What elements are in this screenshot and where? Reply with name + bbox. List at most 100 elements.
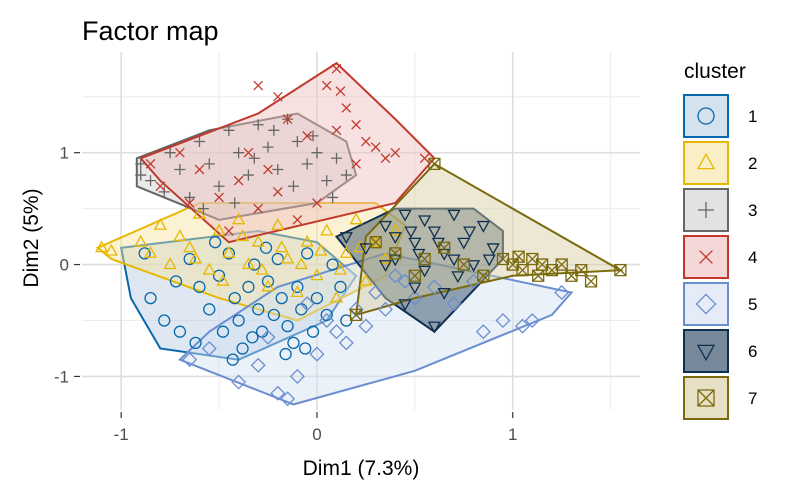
cluster-1-point xyxy=(279,347,292,361)
legend-symbol-6 xyxy=(696,344,716,362)
cluster-5-point xyxy=(475,324,491,340)
cluster-3-point xyxy=(197,203,209,215)
cluster-2-point xyxy=(320,223,334,236)
cluster-1-point xyxy=(334,280,347,294)
cluster-5-point xyxy=(446,296,462,312)
cluster-1-point xyxy=(306,325,320,338)
cluster-2-point xyxy=(359,273,373,286)
cluster-3-point xyxy=(340,169,352,181)
cluster-5-point xyxy=(515,318,531,334)
cluster-2-point xyxy=(192,206,207,219)
cluster-1-point xyxy=(299,342,312,355)
cluster-3-point xyxy=(307,130,319,142)
cluster-3-point xyxy=(291,136,303,147)
cluster-1-point xyxy=(183,252,196,266)
cluster-1-point xyxy=(326,258,339,271)
cluster-2-point xyxy=(94,240,109,253)
cluster-4-point xyxy=(302,131,313,141)
cluster-1-point xyxy=(169,275,183,288)
axes: -1 0 1 -1 0 1 xyxy=(54,144,518,444)
x-tick-label: -1 xyxy=(114,425,129,444)
cluster-5-point xyxy=(250,357,266,373)
cluster-1-point xyxy=(246,331,259,344)
cluster-2-point xyxy=(241,257,256,270)
legend-key-5 xyxy=(683,282,729,326)
cluster-1-point xyxy=(287,336,300,350)
cluster-6-point xyxy=(427,226,442,239)
cluster-1-point xyxy=(259,241,273,254)
cluster-4-point xyxy=(351,159,361,169)
cluster-7-point xyxy=(512,250,525,263)
cluster-4-point xyxy=(214,192,224,203)
cluster-2-point xyxy=(212,223,226,236)
cluster-2-point xyxy=(235,229,250,242)
legend-label-6: 6 xyxy=(748,342,757,361)
cluster-7-point xyxy=(369,236,382,249)
cluster-5-point xyxy=(309,346,325,362)
cluster-1-point xyxy=(267,308,281,322)
legend: 1 2 3 4 5 6 7 xyxy=(683,94,757,420)
cluster-7-point xyxy=(418,252,431,266)
cluster-4-point xyxy=(223,226,234,236)
x-tick-label: 1 xyxy=(508,425,517,444)
cluster-3-point xyxy=(223,124,235,136)
cluster-7-point xyxy=(457,258,470,271)
y-axis-title: Dim2 (5%) xyxy=(20,188,43,287)
cluster-4-point xyxy=(351,119,361,130)
cluster-3-point xyxy=(301,158,313,170)
cluster-6-point xyxy=(457,237,471,250)
cluster-5-point xyxy=(299,296,315,312)
cluster-5-point xyxy=(387,268,403,284)
cluster-3-point xyxy=(252,119,264,131)
cluster-3-point xyxy=(135,169,147,181)
cluster-5-point xyxy=(377,301,393,317)
cluster-2-point xyxy=(153,218,167,230)
cluster-3-point xyxy=(233,147,245,159)
cluster-2-point xyxy=(388,223,402,236)
cluster-4-point xyxy=(419,153,430,164)
cluster-1-point xyxy=(271,252,284,266)
cluster-6-point xyxy=(412,248,426,261)
cluster-5-point xyxy=(231,374,247,390)
y-tick-label: 0 xyxy=(60,256,69,275)
cluster-6-point xyxy=(398,209,412,222)
cluster-2-point xyxy=(349,212,363,225)
cluster-7-point xyxy=(349,308,363,322)
cluster-3-point xyxy=(311,147,323,159)
cluster-6-point xyxy=(418,215,432,228)
cluster-5-point xyxy=(260,329,276,345)
cluster-2-point xyxy=(314,243,328,256)
cluster-5-point xyxy=(319,312,335,329)
cluster-2-point xyxy=(163,257,177,270)
legend-symbol-2 xyxy=(696,152,716,170)
cluster-6-point xyxy=(378,260,393,272)
cluster-3-point xyxy=(164,147,176,159)
chart-title: Factor map xyxy=(82,16,219,46)
legend-symbol-1 xyxy=(697,107,715,125)
y-tick-label: 1 xyxy=(60,144,69,163)
cluster-6-point xyxy=(466,260,481,272)
cluster-5-point xyxy=(270,385,286,401)
cluster-4-point xyxy=(175,147,185,158)
cluster-6-point xyxy=(482,254,496,267)
cluster-1-point xyxy=(228,291,241,305)
cluster-2-point xyxy=(294,257,308,270)
cluster-1-point xyxy=(203,303,216,316)
cluster-2-point xyxy=(202,262,216,275)
cluster-3-point xyxy=(268,124,280,136)
cluster-4-point xyxy=(380,153,391,164)
cluster-1-point xyxy=(320,308,333,322)
cluster-6-point xyxy=(398,299,412,312)
cluster-3-point xyxy=(158,186,170,198)
cluster-4-point xyxy=(341,103,352,113)
cluster-4-point xyxy=(331,125,342,136)
cluster-3-point xyxy=(272,163,284,175)
cluster-1-point xyxy=(261,275,275,288)
cluster-6-point xyxy=(408,282,422,295)
legend-label-2: 2 xyxy=(748,154,757,173)
cluster-7-point xyxy=(477,269,490,282)
cluster-1-point xyxy=(193,280,206,294)
cluster-4-point xyxy=(194,164,205,175)
cluster-2-point xyxy=(300,234,314,247)
